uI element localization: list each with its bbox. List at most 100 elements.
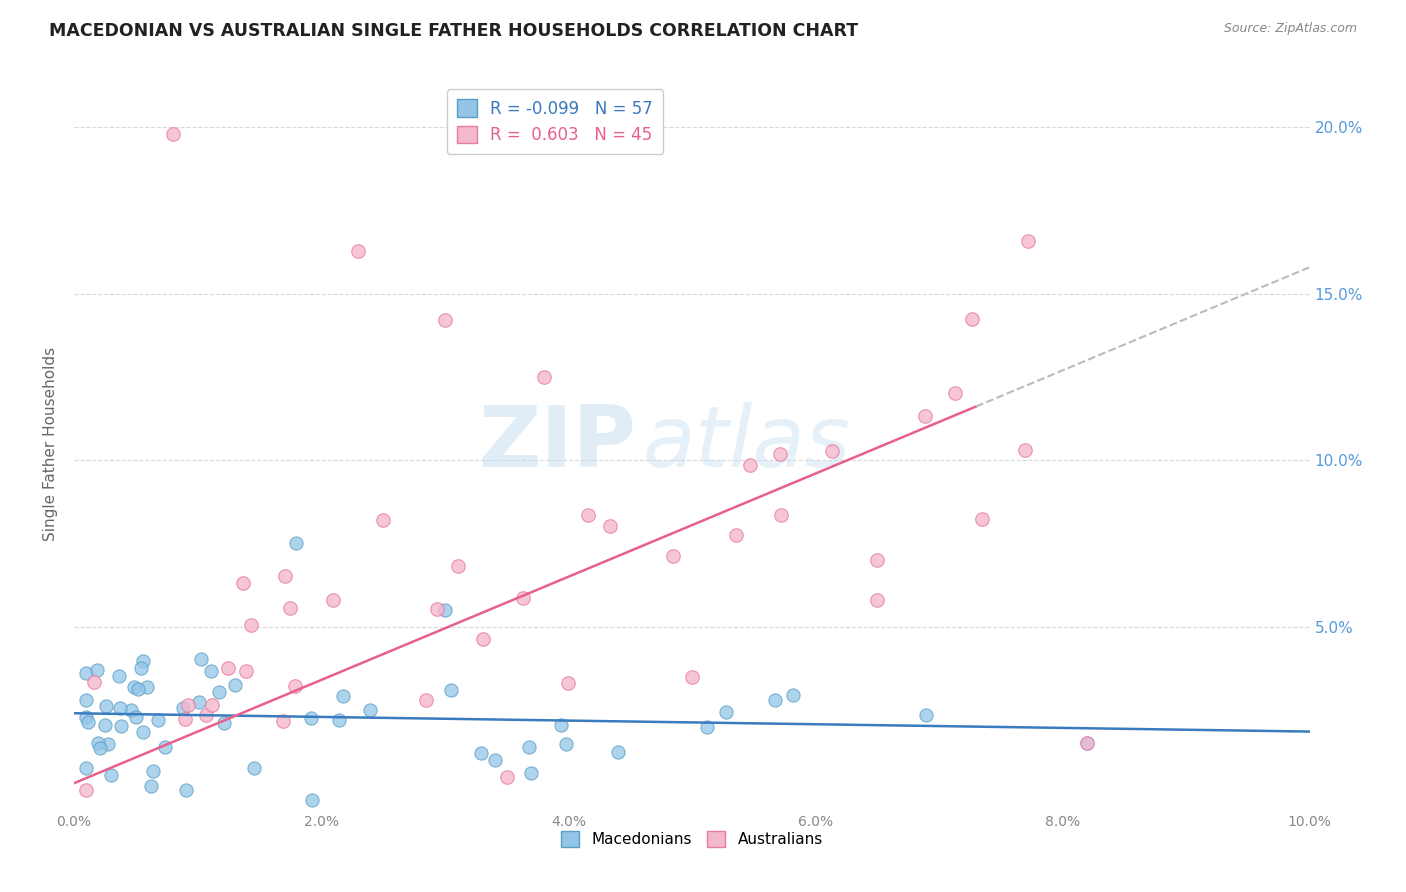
Point xyxy=(433,603,456,617)
Point xyxy=(866,593,889,607)
Point xyxy=(195,707,218,722)
Point xyxy=(278,601,301,615)
Point xyxy=(914,708,936,723)
Point xyxy=(146,713,169,727)
Point xyxy=(89,741,111,756)
Point xyxy=(132,725,155,739)
Point xyxy=(187,695,209,709)
Point xyxy=(75,666,97,681)
Point xyxy=(87,736,110,750)
Point xyxy=(520,766,543,780)
Point xyxy=(86,663,108,677)
Point xyxy=(127,682,149,697)
Point xyxy=(129,661,152,675)
Point xyxy=(162,127,184,141)
Point xyxy=(550,718,572,732)
Point xyxy=(471,632,494,647)
Point xyxy=(177,698,200,712)
Point xyxy=(440,683,463,698)
Point xyxy=(576,508,599,522)
Point xyxy=(359,703,381,717)
Point xyxy=(914,409,936,424)
Point xyxy=(484,753,506,767)
Point xyxy=(136,681,159,695)
Point xyxy=(512,591,534,605)
Point xyxy=(332,690,354,704)
Point xyxy=(190,652,212,666)
Point xyxy=(200,664,222,678)
Point xyxy=(94,698,117,713)
Point xyxy=(235,664,257,678)
Point xyxy=(821,443,844,458)
Point xyxy=(75,782,97,797)
Point xyxy=(1076,736,1098,750)
Point xyxy=(77,715,100,730)
Point xyxy=(212,716,235,731)
Point xyxy=(738,458,761,472)
Point xyxy=(224,678,246,692)
Point xyxy=(122,680,145,694)
Point xyxy=(94,718,117,732)
Point xyxy=(769,508,792,522)
Point xyxy=(108,701,131,715)
Point xyxy=(681,670,703,684)
Point xyxy=(714,705,737,719)
Point xyxy=(284,679,307,693)
Point xyxy=(866,553,889,567)
Point xyxy=(208,685,231,699)
Point xyxy=(433,313,456,327)
Point xyxy=(271,714,294,729)
Point xyxy=(120,703,142,717)
Point xyxy=(301,793,323,807)
Point xyxy=(371,513,394,527)
Point xyxy=(1017,235,1039,249)
Point xyxy=(724,527,747,541)
Point xyxy=(943,386,966,401)
Text: atlas: atlas xyxy=(643,402,851,485)
Point xyxy=(599,519,621,533)
Y-axis label: Single Father Households: Single Father Households xyxy=(44,347,58,541)
Point xyxy=(83,674,105,689)
Point xyxy=(447,559,470,574)
Point xyxy=(557,676,579,690)
Point xyxy=(131,655,153,669)
Legend: Macedonians, Australians: Macedonians, Australians xyxy=(555,825,830,854)
Point xyxy=(533,370,555,384)
Point xyxy=(696,720,718,734)
Point xyxy=(274,569,297,583)
Text: MACEDONIAN VS AUSTRALIAN SINGLE FATHER HOUSEHOLDS CORRELATION CHART: MACEDONIAN VS AUSTRALIAN SINGLE FATHER H… xyxy=(49,22,858,40)
Point xyxy=(75,692,97,706)
Point xyxy=(125,710,148,724)
Point xyxy=(108,669,131,683)
Point xyxy=(75,710,97,724)
Point xyxy=(415,692,437,706)
Point xyxy=(1014,442,1036,457)
Point xyxy=(606,746,628,760)
Point xyxy=(176,782,198,797)
Point xyxy=(217,661,239,675)
Point xyxy=(769,447,792,461)
Point xyxy=(172,700,194,714)
Point xyxy=(75,761,97,775)
Point xyxy=(960,312,983,326)
Point xyxy=(328,713,350,727)
Point xyxy=(240,617,263,632)
Point xyxy=(347,244,370,258)
Point xyxy=(426,602,449,616)
Point xyxy=(139,780,162,794)
Point xyxy=(285,536,308,550)
Point xyxy=(972,512,994,526)
Point xyxy=(517,740,540,755)
Point xyxy=(201,698,224,712)
Point xyxy=(100,768,122,782)
Point xyxy=(142,764,165,779)
Point xyxy=(495,770,517,784)
Point xyxy=(763,693,786,707)
Text: ZIP: ZIP xyxy=(478,402,637,485)
Point xyxy=(555,737,578,751)
Point xyxy=(97,737,120,751)
Point xyxy=(243,761,266,775)
Point xyxy=(232,575,254,590)
Point xyxy=(174,712,197,726)
Point xyxy=(662,549,685,563)
